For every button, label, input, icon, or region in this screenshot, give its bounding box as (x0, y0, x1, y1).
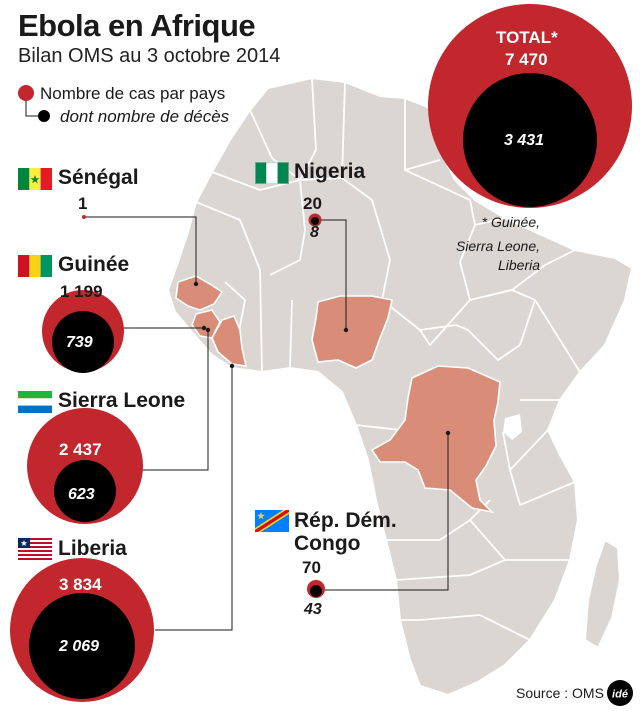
senegal-flag-icon (18, 168, 52, 190)
guinea-deaths: 739 (66, 334, 93, 351)
page-title: Ebola en Afrique (18, 8, 256, 43)
drc-shape (370, 365, 501, 514)
total-note-line-2: Sierra Leone, (455, 238, 540, 254)
liberia-name: Liberia (58, 537, 127, 560)
nigeria-deaths-circle (311, 217, 319, 225)
total-note-line-3: Liberia (497, 257, 540, 273)
total-cases-value: 7 470 (505, 50, 548, 69)
sierra-leone-flag-icon (18, 391, 52, 413)
legend-deaths-label: dont nombre de décès (60, 107, 230, 126)
nigeria-cases: 20 (303, 194, 322, 213)
senegal-cases: 1 (78, 194, 88, 213)
africa-landmass (167, 77, 633, 696)
senegal-cases-circle (82, 215, 86, 219)
legend-deaths-icon (38, 110, 50, 122)
sierra-leone-cases: 2 437 (59, 440, 102, 459)
nigeria-deaths: 8 (310, 224, 319, 241)
legend-bracket (25, 101, 38, 117)
guinea-shape (175, 275, 224, 311)
drc-name-line-1: Rép. Dém. (294, 509, 397, 532)
sierra-leone-deaths-circle (54, 460, 116, 522)
guinea-name: Guinée (58, 253, 130, 276)
total-note-line-1: * Guinée, (481, 214, 540, 230)
senegal-name: Sénégal (58, 166, 139, 189)
total-label: TOTAL* (496, 28, 558, 47)
madagascar-island (583, 538, 622, 650)
drc-cases: 70 (302, 558, 321, 577)
liberia-deaths: 2 069 (59, 638, 100, 655)
nigeria-name: Nigeria (294, 160, 366, 183)
liberia-shape (211, 315, 248, 367)
drc-flag-icon (255, 510, 289, 532)
drc-name-line-2: Congo (294, 532, 361, 555)
ide-logo: idé (607, 680, 633, 706)
legend-cases-label: Nombre de cas par pays (40, 84, 226, 103)
page-subtitle: Bilan OMS au 3 octobre 2014 (18, 45, 281, 67)
drc-deaths: 43 (304, 601, 322, 618)
ide-logo-text: idé (612, 689, 628, 701)
guinea-flag-icon (18, 255, 52, 277)
liberia-flag-icon (18, 538, 52, 560)
nigeria-shape (311, 295, 393, 369)
connector-lines (85, 216, 449, 631)
legend-cases-icon (18, 85, 34, 101)
sierra-leone-deaths: 623 (68, 486, 95, 503)
connector-dots (193, 281, 451, 436)
drc-deaths-circle (310, 585, 322, 597)
source-credit: Source : OMS (516, 685, 604, 701)
total-deaths-circle (463, 73, 597, 207)
guinea-deaths-circle (52, 311, 114, 373)
liberia-deaths-circle (29, 593, 135, 699)
liberia-cases: 3 834 (59, 575, 102, 594)
nigeria-flag-icon (255, 162, 289, 184)
lake-victoria (503, 414, 522, 440)
sierra-leone-name: Sierra Leone (58, 389, 186, 412)
total-deaths-value: 3 431 (504, 132, 545, 149)
guinea-cases: 1 199 (60, 282, 103, 301)
